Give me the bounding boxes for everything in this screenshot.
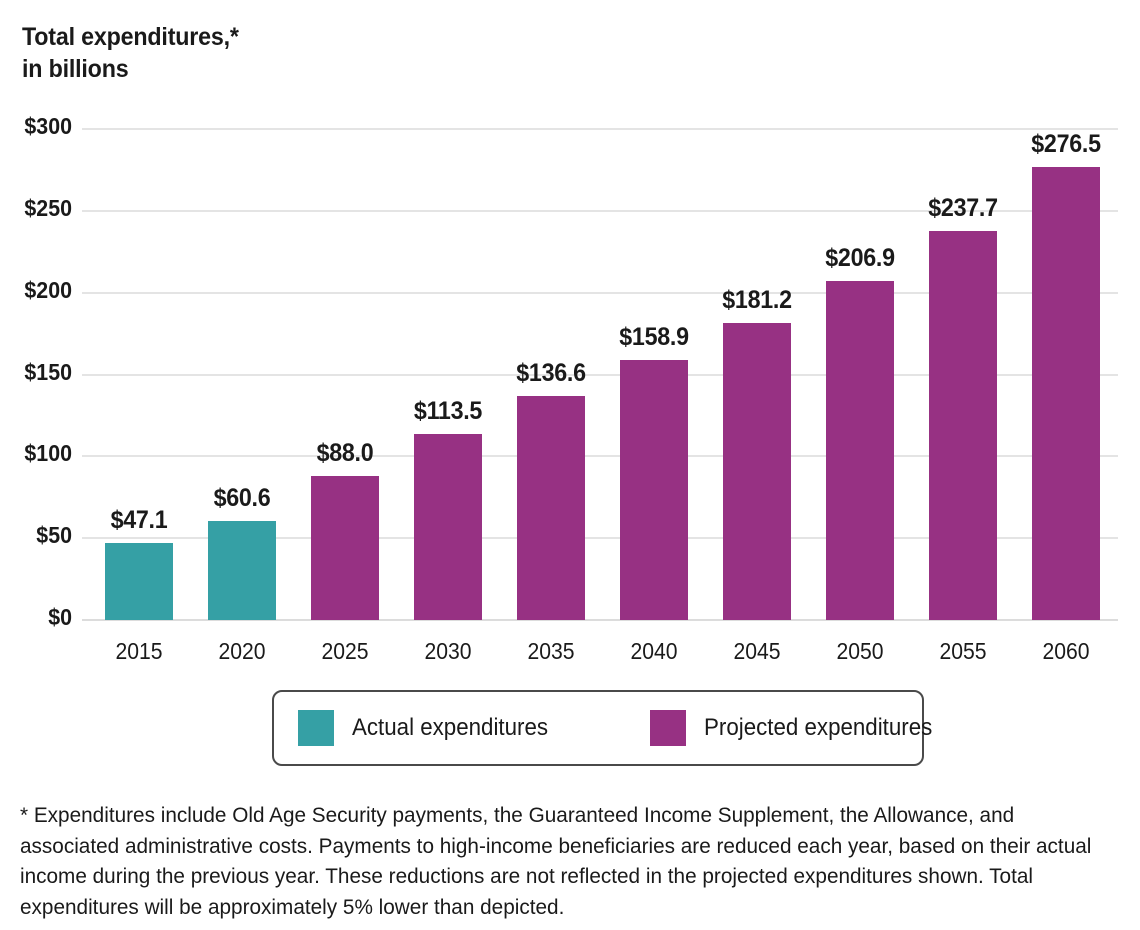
gridline: [82, 209, 1118, 212]
bar-value-label: $136.6: [516, 359, 586, 388]
legend-item-actual[interactable]: Actual expenditures: [298, 692, 563, 764]
y-tick-label: $100: [24, 440, 72, 467]
bar-rect: [208, 520, 276, 620]
bar-2055[interactable]: $237.7: [928, 194, 998, 620]
x-tick-label: 2060: [1042, 638, 1090, 664]
bar-chart-plot: $0 $50 $100 $150 $200 $250 $300 $47.1 $60.6 $88.…: [24, 113, 1118, 664]
y-tick-label: $300: [24, 113, 72, 139]
bar-2050[interactable]: $206.9: [825, 244, 895, 620]
bar-value-label: $237.7: [928, 193, 998, 222]
gridline: [82, 455, 1118, 458]
gridline: [82, 537, 1118, 540]
bar-value-label: $113.5: [413, 397, 483, 426]
bar-2060[interactable]: $276.5: [1031, 130, 1101, 620]
gridline: [82, 128, 1118, 130]
bar-rect: [517, 396, 585, 620]
bar-value-label: $60.6: [213, 483, 271, 512]
bar-rect: [929, 230, 997, 620]
bar-2045[interactable]: $181.2: [722, 286, 792, 620]
x-tick-label: 2040: [630, 638, 678, 664]
y-tick-label: $150: [24, 358, 72, 385]
y-tick-label: $250: [24, 194, 72, 221]
bar-rect: [105, 542, 173, 620]
x-tick-label: 2045: [733, 638, 781, 664]
x-tick-label: 2035: [527, 638, 575, 664]
page-title: Total expenditures,* in billions: [22, 23, 239, 83]
y-tick-label: $50: [36, 522, 72, 549]
bar-2015[interactable]: $47.1: [105, 506, 173, 620]
bar-rect: [723, 323, 791, 620]
x-tick-label: 2020: [218, 638, 266, 664]
legend-swatch-projected-icon: [650, 710, 686, 746]
bar-rect: [620, 359, 688, 620]
gridline: [82, 619, 1118, 621]
bar-value-label: $158.9: [619, 322, 689, 351]
bar-value-label: $181.2: [722, 286, 792, 315]
x-tick-label: 2030: [424, 638, 472, 664]
legend-swatch-actual-icon: [298, 710, 334, 746]
bar-value-label: $276.5: [1031, 130, 1101, 159]
bar-value-label: $206.9: [825, 244, 895, 273]
legend-label-projected: Projected expenditures: [704, 714, 933, 741]
bar-rect: [311, 475, 379, 620]
y-tick-label: $0: [48, 604, 72, 630]
legend-item-projected[interactable]: Projected expenditures: [650, 692, 949, 764]
y-tick-label: $200: [24, 276, 72, 303]
chart-legend: Actual expenditures Projected expenditur…: [272, 690, 932, 766]
bar-rect: [414, 434, 482, 620]
bar-2040[interactable]: $158.9: [619, 323, 689, 620]
x-tick-label: 2055: [939, 638, 987, 664]
bar-rect: [1032, 167, 1100, 620]
footnote: * Expenditures include Old Age Security …: [20, 803, 1092, 919]
x-tick-label: 2015: [115, 638, 163, 664]
gridline: [82, 291, 1118, 294]
x-tick-label: 2025: [321, 638, 369, 664]
x-tick-label: 2050: [836, 638, 884, 664]
legend-label-actual: Actual expenditures: [352, 714, 549, 741]
bar-2030[interactable]: $113.5: [414, 397, 482, 620]
bar-value-label: $88.0: [316, 438, 374, 467]
bar-2025[interactable]: $88.0: [311, 439, 379, 620]
bar-2020[interactable]: $60.6: [208, 484, 276, 620]
bar-2035[interactable]: $136.6: [516, 359, 586, 620]
bar-rect: [826, 281, 894, 620]
gridline: [82, 373, 1118, 376]
bar-value-label: $47.1: [110, 505, 168, 534]
